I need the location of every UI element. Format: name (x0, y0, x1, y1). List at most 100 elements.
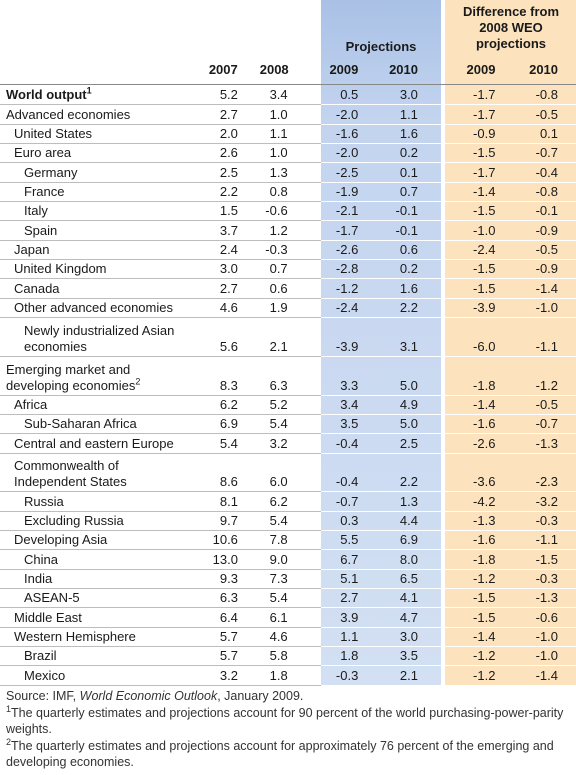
row-label: Emerging market and developing economies… (6, 361, 141, 393)
row-label-cell: Central and eastern Europe (0, 436, 208, 454)
value-cell: 3.7 (219, 222, 238, 238)
value-cell: 2.6 (219, 145, 238, 161)
value-cell: -0.1 (395, 203, 418, 219)
value-cell: -2.4 (473, 242, 496, 258)
value-cell: 1.1 (340, 628, 359, 644)
value-cell: -1.3 (535, 435, 559, 451)
value-cell: 4.4 (399, 512, 418, 528)
value-cell: -1.5 (535, 551, 558, 567)
value-cell: 5.2 (219, 87, 238, 103)
value-cell: 0.1 (539, 126, 559, 142)
value-cell: 5.6 (219, 338, 238, 354)
value-cell: -1.0 (535, 300, 559, 316)
value-cell: -1.0 (535, 628, 559, 644)
table-row: Developing Asia 10.6 7.8 5.5 6.9 -1.6 -1.1 (0, 531, 576, 551)
value-cell: 4.6 (269, 628, 288, 644)
row-label-cell: Advanced economies (0, 107, 208, 125)
value-cell: -0.4 (535, 164, 558, 180)
row-label: Spain (24, 222, 58, 238)
value-cell: -1.5 (473, 261, 496, 277)
row-label: India (24, 570, 53, 586)
table-row: Italy 1.5 -0.6 -2.1 -0.1 -1.5 -0.1 (0, 202, 576, 222)
value-cell: -3.9 (335, 338, 359, 354)
row-label-cell: Newly industrialized Asian economies (0, 323, 208, 357)
value-cell: 0.5 (340, 87, 359, 103)
table-row: China 13.0 9.0 6.7 8.0 -1.8 -1.5 (0, 550, 576, 570)
row-label: France (24, 184, 65, 200)
row-label: Brazil (24, 648, 57, 664)
row-label-cell: Italy (0, 203, 208, 221)
value-cell: 0.3 (340, 512, 359, 528)
footnote-marker: 2 (6, 736, 12, 747)
table-row: Brazil 5.7 5.8 1.8 3.5 -1.2 -1.0 (0, 647, 576, 667)
table-row: France 2.2 0.8 -1.9 0.7 -1.4 -0.8 (0, 183, 576, 203)
value-cell: 8.1 (219, 493, 238, 509)
table-row: India 9.3 7.3 5.1 6.5 -1.2 -0.3 (0, 570, 576, 590)
value-cell: -0.7 (535, 145, 559, 161)
value-cell: -0.1 (395, 222, 418, 238)
value-cell: 5.7 (219, 628, 238, 644)
value-cell: -1.6 (473, 416, 496, 432)
value-cell: -0.3 (335, 667, 359, 683)
value-cell: -1.9 (335, 184, 359, 200)
source-prefix: Source: IMF, (6, 689, 80, 703)
table-row: Middle East 6.4 6.1 3.9 4.7 -1.5 -0.6 (0, 608, 576, 628)
column-header: 2008 (259, 62, 289, 77)
value-cell: -2.3 (535, 474, 559, 490)
value-cell: -1.1 (535, 532, 559, 548)
value-cell: 1.0 (269, 106, 288, 122)
value-cell: 4.9 (399, 396, 418, 412)
value-cell: 5.0 (399, 416, 418, 432)
value-cell: -0.4 (335, 474, 359, 490)
column-header-row: 2007 2008 2009 2010 2009 2010 (0, 58, 576, 85)
table-row: Commonwealth of Independent States 8.6 6.0… (0, 454, 576, 493)
value-cell: 6.2 (269, 493, 288, 509)
row-label-cell: Spain (0, 223, 208, 241)
row-label: Newly industrialized Asian economies (24, 322, 175, 354)
value-cell: 4.6 (219, 300, 238, 316)
value-cell: -2.6 (335, 242, 359, 258)
table-row: Spain 3.7 1.2 -1.7 -0.1 -1.0 -0.9 (0, 221, 576, 242)
value-cell: 3.9 (340, 609, 359, 625)
value-cell: -0.7 (335, 493, 359, 509)
row-label-cell: Japan (0, 242, 208, 260)
value-cell: -1.4 (535, 280, 559, 296)
row-label-cell: Canada (0, 281, 208, 299)
value-cell: -1.4 (473, 396, 496, 412)
source: Source: IMF, World Economic Outlook, Jan… (6, 688, 572, 705)
value-cell: 1.1 (269, 126, 288, 142)
column-header: 2010 (389, 62, 418, 77)
value-cell: 1.8 (269, 667, 288, 683)
value-cell: 3.2 (219, 667, 238, 683)
table-row: World output1 5.2 3.4 0.5 3.0 -1.7 -0.8 (0, 86, 576, 106)
value-cell: 6.7 (340, 551, 359, 567)
group-header: Projections (345, 39, 417, 54)
row-label-cell: Middle East (0, 610, 208, 628)
row-label: Sub-Saharan Africa (24, 416, 137, 432)
value-cell: -1.7 (335, 222, 359, 238)
row-label: Advanced economies (6, 106, 131, 122)
table-row: United Kingdom 3.0 0.7 -2.8 0.2 -1.5 -0.9 (0, 260, 576, 280)
row-label-cell: France (0, 184, 208, 202)
value-cell: 1.2 (269, 222, 288, 238)
value-cell: -2.5 (335, 164, 359, 180)
value-cell: 3.5 (399, 648, 418, 664)
table-row: Western Hemisphere 5.7 4.6 1.1 3.0 -1.4 -1.0 (0, 628, 576, 648)
row-label: Mexico (24, 667, 66, 683)
value-cell: -2.4 (335, 300, 359, 316)
value-cell: 3.0 (399, 87, 418, 103)
value-cell: 3.3 (340, 377, 359, 393)
value-cell: 6.3 (269, 377, 288, 393)
row-label: United Kingdom (14, 261, 107, 277)
value-cell: 2.7 (340, 590, 359, 606)
value-cell: 1.1 (399, 106, 418, 122)
row-label-cell: Brazil (0, 648, 208, 666)
row-label: Central and eastern Europe (14, 435, 174, 451)
projections-band (321, 0, 441, 686)
footnote-text: The quarterly estimates and projections … (6, 738, 554, 770)
footnote-marker: 1 (6, 703, 12, 714)
table-row: Other advanced economies 4.6 1.9 -2.4 2.2 -3.… (0, 299, 576, 319)
value-cell: 0.2 (399, 145, 418, 161)
value-cell: 3.0 (399, 628, 418, 644)
value-cell: 5.8 (269, 648, 288, 664)
